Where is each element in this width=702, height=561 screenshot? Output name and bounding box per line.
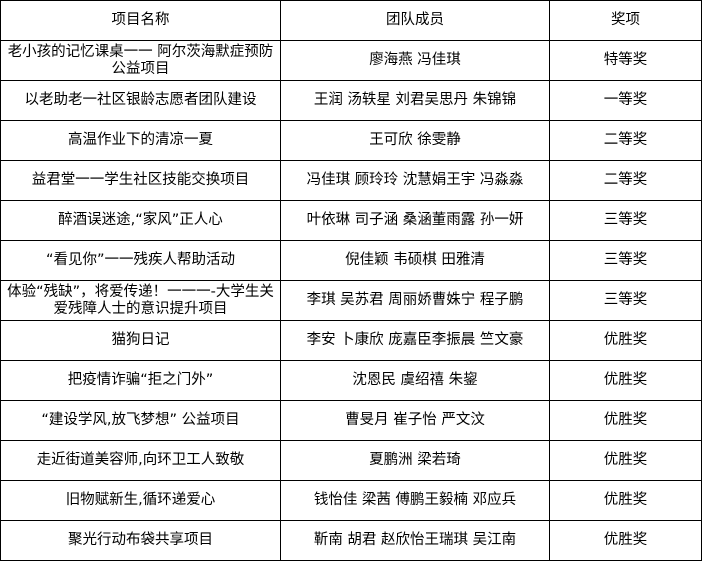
team-members-cell: 李琪 吴苏君 周丽娇曹姝宁 程子鹏 <box>280 280 550 321</box>
project-name-cell: 把疫情诈骗“拒之门外” <box>0 360 281 401</box>
award-cell: 三等奖 <box>549 280 702 321</box>
project-name-cell: 高温作业下的清凉一夏 <box>0 120 281 161</box>
team-members-cell: 沈恩民 虞绍禧 朱鋆 <box>280 360 550 401</box>
project-name-cell: 猫狗日记 <box>0 320 281 361</box>
table-row: 以老助老一社区银龄志愿者团队建设 王润 汤轶星 刘君吴思丹 朱锦锦 一等奖 <box>0 80 702 121</box>
award-cell: 优胜奖 <box>549 480 702 521</box>
team-members-cell: 倪佳颖 韦硕棋 田雅清 <box>280 240 550 281</box>
award-cell: 三等奖 <box>549 240 702 281</box>
team-members-cell: 靳南 胡君 赵欣怡王瑞琪 吴江南 <box>280 520 550 561</box>
table-row: 走近街道美容师,向环卫工人致敬 夏鹏洲 梁若琦 优胜奖 <box>0 440 702 481</box>
award-cell: 优胜奖 <box>549 520 702 561</box>
table-row: 体验“残缺”，将爱传递！一一一-大学生关爱残障人士的意识提升项目 李琪 吴苏君 周… <box>0 280 702 321</box>
project-name-cell: 益君堂一一学生社区技能交换项目 <box>0 160 281 201</box>
project-name-cell: 聚光行动布袋共享项目 <box>0 520 281 561</box>
award-cell: 一等奖 <box>549 80 702 121</box>
team-members-cell: 廖海燕 冯佳琪 <box>280 40 550 81</box>
award-cell: 优胜奖 <box>549 400 702 441</box>
project-name-cell: “建设学风,放飞梦想” 公益项目 <box>0 400 281 441</box>
team-members-cell: 王可欣 徐雯静 <box>280 120 550 161</box>
award-cell: 特等奖 <box>549 40 702 81</box>
project-name-cell: 旧物赋新生,循环递爱心 <box>0 480 281 521</box>
header-award: 奖项 <box>549 0 702 41</box>
team-members-cell: 曹旻月 崔子怡 严文汶 <box>280 400 550 441</box>
project-name-cell: 体验“残缺”，将爱传递！一一一-大学生关爱残障人士的意识提升项目 <box>0 280 281 321</box>
team-members-cell: 冯佳琪 顾玲玲 沈慧娟王宇 冯淼淼 <box>280 160 550 201</box>
project-name-cell: “看见你”一一残疾人帮助活动 <box>0 240 281 281</box>
table-row: 高温作业下的清凉一夏 王可欣 徐雯静 二等奖 <box>0 120 702 161</box>
table-row: 醉酒误迷途,“家风”正人心 叶依琳 司子涵 桑涵董雨露 孙一妍 三等奖 <box>0 200 702 241</box>
award-cell: 优胜奖 <box>549 360 702 401</box>
table-row: 旧物赋新生,循环递爱心 钱怡佳 梁茜 傅鹏王毅楠 邓应兵 优胜奖 <box>0 480 702 521</box>
team-members-cell: 李安 卜康欣 庞嘉臣李振晨 竺文豪 <box>280 320 550 361</box>
header-project-name: 项目名称 <box>0 0 281 41</box>
award-cell: 二等奖 <box>549 160 702 201</box>
team-members-cell: 王润 汤轶星 刘君吴思丹 朱锦锦 <box>280 80 550 121</box>
team-members-cell: 夏鹏洲 梁若琦 <box>280 440 550 481</box>
award-cell: 优胜奖 <box>549 320 702 361</box>
header-team-members: 团队成员 <box>280 0 550 41</box>
project-name-cell: 老小孩的记忆课桌一一 阿尔茨海默症预防公益项目 <box>0 40 281 81</box>
header-row: 项目名称 团队成员 奖项 <box>0 0 702 41</box>
award-cell: 三等奖 <box>549 200 702 241</box>
project-name-cell: 走近街道美容师,向环卫工人致敬 <box>0 440 281 481</box>
team-members-cell: 叶依琳 司子涵 桑涵董雨露 孙一妍 <box>280 200 550 241</box>
award-cell: 二等奖 <box>549 120 702 161</box>
award-cell: 优胜奖 <box>549 440 702 481</box>
table-row: 老小孩的记忆课桌一一 阿尔茨海默症预防公益项目 廖海燕 冯佳琪 特等奖 <box>0 40 702 81</box>
project-name-cell: 醉酒误迷途,“家风”正人心 <box>0 200 281 241</box>
table-row: “看见你”一一残疾人帮助活动 倪佳颖 韦硕棋 田雅清 三等奖 <box>0 240 702 281</box>
table-row: 猫狗日记 李安 卜康欣 庞嘉臣李振晨 竺文豪 优胜奖 <box>0 320 702 361</box>
table-row: “建设学风,放飞梦想” 公益项目 曹旻月 崔子怡 严文汶 优胜奖 <box>0 400 702 441</box>
project-name-cell: 以老助老一社区银龄志愿者团队建设 <box>0 80 281 121</box>
table-row: 聚光行动布袋共享项目 靳南 胡君 赵欣怡王瑞琪 吴江南 优胜奖 <box>0 520 702 561</box>
table-row: 益君堂一一学生社区技能交换项目 冯佳琪 顾玲玲 沈慧娟王宇 冯淼淼 二等奖 <box>0 160 702 201</box>
table-row: 把疫情诈骗“拒之门外” 沈恩民 虞绍禧 朱鋆 优胜奖 <box>0 360 702 401</box>
team-members-cell: 钱怡佳 梁茜 傅鹏王毅楠 邓应兵 <box>280 480 550 521</box>
